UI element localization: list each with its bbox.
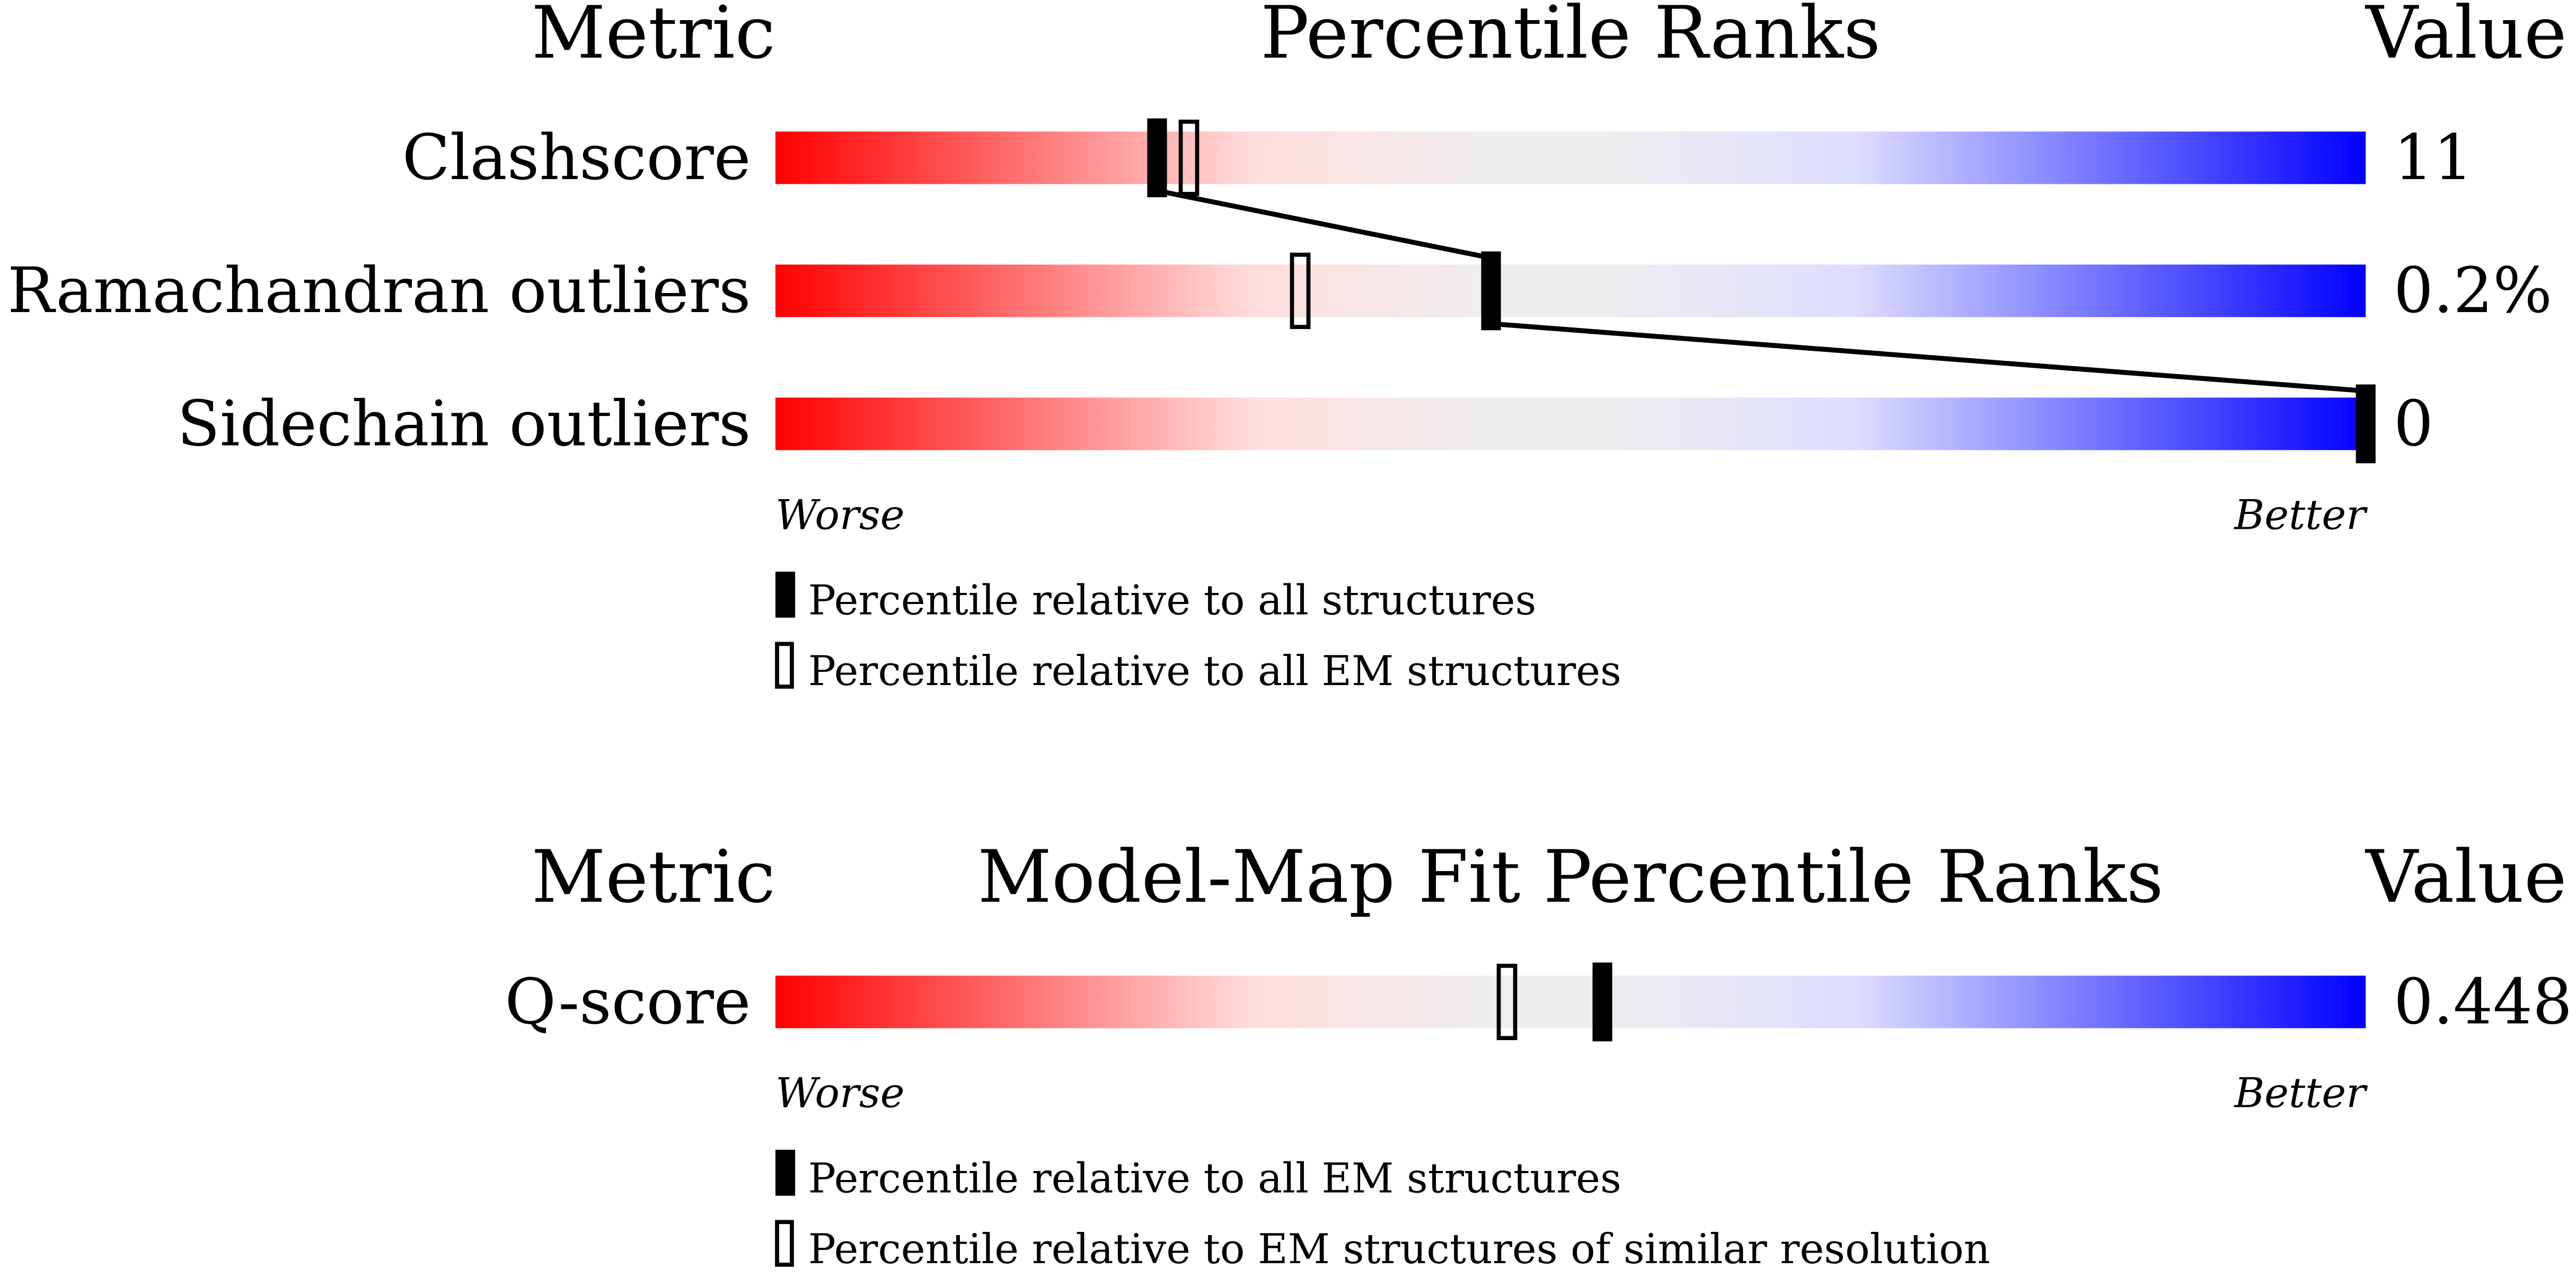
marker-open — [1290, 252, 1311, 329]
row-label: Ramachandran outliers — [7, 254, 751, 327]
legend-text: Percentile relative to all EM structures — [808, 1155, 1621, 1203]
slider-bar — [775, 397, 2366, 450]
legend-marker-filled — [775, 571, 796, 618]
row-value: 0 — [2394, 387, 2433, 460]
slider-bar — [775, 131, 2366, 184]
marker-filled — [1592, 962, 1612, 1042]
connector-line — [1490, 321, 2366, 394]
legend-marker-open — [775, 642, 794, 689]
header-value: Value — [2365, 835, 2566, 919]
legend-text: Percentile relative to all structures — [808, 577, 1536, 625]
legend-text: Percentile relative to EM structures of … — [808, 1226, 1990, 1273]
row-label: Sidechain outliers — [177, 387, 751, 460]
marker-filled — [2356, 384, 2376, 464]
better-label: Better — [2233, 1069, 2368, 1117]
legend-marker-filled — [775, 1149, 796, 1196]
row-value: 0.448 — [2394, 965, 2572, 1038]
marker-filled — [1481, 251, 1501, 331]
header-metric: Metric — [532, 0, 775, 75]
header-title: Percentile Ranks — [1260, 0, 1881, 75]
header-title: Model-Map Fit Percentile Ranks — [977, 835, 2163, 919]
connector-line — [1157, 188, 1492, 261]
slider-bar — [775, 975, 2366, 1028]
header-metric: Metric — [532, 835, 775, 919]
legend-marker-open — [775, 1220, 794, 1267]
header-value: Value — [2365, 0, 2566, 75]
worse-label: Worse — [775, 491, 905, 539]
row-value: 11 — [2394, 121, 2473, 194]
worse-label: Worse — [775, 1069, 905, 1117]
row-label: Clashscore — [402, 121, 751, 194]
marker-filled — [1147, 118, 1167, 198]
legend-text: Percentile relative to all EM structures — [808, 647, 1621, 695]
marker-open — [1496, 963, 1518, 1041]
better-label: Better — [2233, 491, 2368, 539]
slider-bar — [775, 264, 2366, 317]
marker-open — [1178, 119, 1199, 196]
row-label: Q-score — [505, 965, 751, 1038]
row-value: 0.2% — [2394, 254, 2552, 327]
